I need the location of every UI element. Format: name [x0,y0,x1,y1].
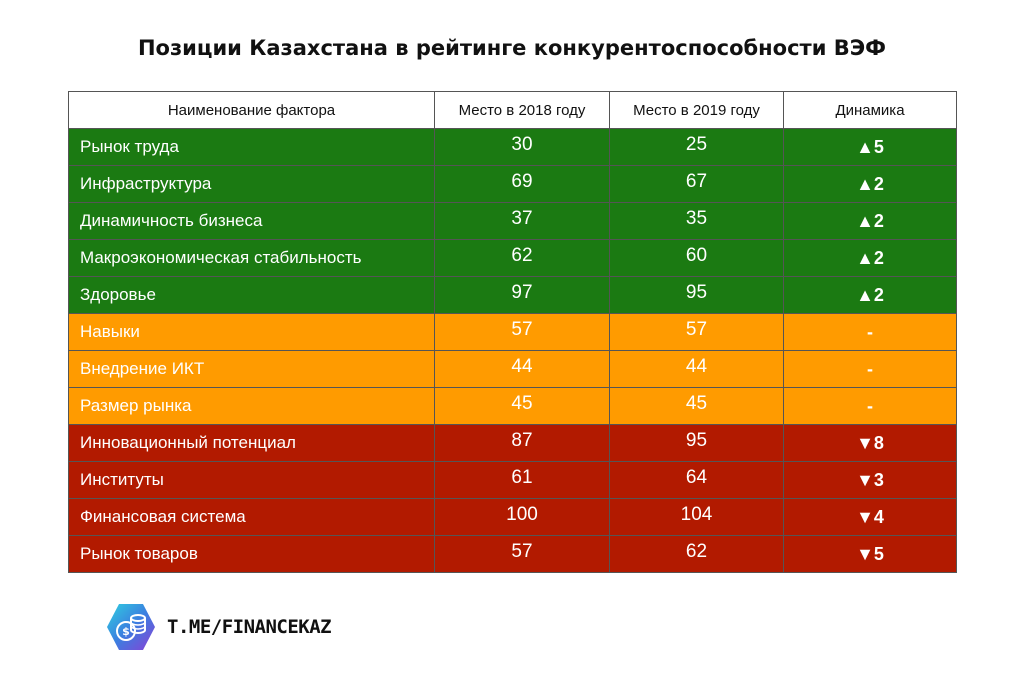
svg-text:$: $ [122,625,130,638]
rank-2019-cell: 44 [609,350,784,388]
rank-2018-cell: 57 [434,313,610,351]
rank-2019-cell: 60 [609,239,784,277]
rank-2018-cell: 87 [434,424,610,462]
dynamics-cell: ▲5 [783,128,957,166]
rank-2019-cell: 95 [609,276,784,314]
table-row: Рынок товаров 57 62 ▼5 [68,535,957,573]
dynamics-cell: ▼4 [783,498,957,536]
dynamics-cell: - [783,387,957,425]
ranking-table: Наименование фактора Место в 2018 году М… [68,91,957,573]
table-row: Здоровье 97 95 ▲2 [68,276,957,314]
rank-2019-cell: 95 [609,424,784,462]
factor-cell: Размер рынка [68,387,435,425]
factor-cell: Рынок товаров [68,535,435,573]
factor-cell: Рынок труда [68,128,435,166]
factor-cell: Внедрение ИКТ [68,350,435,388]
coins-hexagon-icon: $ [107,604,155,650]
rank-2018-cell: 45 [434,387,610,425]
rank-2018-cell: 61 [434,461,610,499]
factor-cell: Макроэкономическая стабильность [68,239,435,277]
footer-link-text: T.ME/FINANCEKAZ [167,616,332,638]
table-row: Инновационный потенциал 87 95 ▼8 [68,424,957,462]
dynamics-cell: ▲2 [783,165,957,203]
factor-cell: Инновационный потенциал [68,424,435,462]
factor-cell: Здоровье [68,276,435,314]
factor-cell: Институты [68,461,435,499]
factor-cell: Навыки [68,313,435,351]
rank-2018-cell: 97 [434,276,610,314]
rank-2018-cell: 30 [434,128,610,166]
table-row: Макроэкономическая стабильность 62 60 ▲2 [68,239,957,277]
rank-2019-cell: 64 [609,461,784,499]
column-header-2018: Место в 2018 году [434,91,610,129]
rank-2018-cell: 69 [434,165,610,203]
table-row: Институты 61 64 ▼3 [68,461,957,499]
dynamics-cell: - [783,350,957,388]
dynamics-cell: - [783,313,957,351]
rank-2018-cell: 37 [434,202,610,240]
dynamics-cell: ▲2 [783,202,957,240]
chart-title: Позиции Казахстана в рейтинге конкуренто… [137,36,887,60]
rank-2018-cell: 57 [434,535,610,573]
rank-2018-cell: 44 [434,350,610,388]
table-row: Размер рынка 45 45- [68,387,957,425]
rank-2019-cell: 67 [609,165,784,203]
rank-2019-cell: 25 [609,128,784,166]
table-row: Финансовая система 100 104 ▼4 [68,498,957,536]
dynamics-cell: ▼8 [783,424,957,462]
table-body: Рынок труда 30 25 ▲5 Инфраструктура 69 67 ▲2 Дин… [68,128,957,573]
table-header-row: Наименование фактора Место в 2018 году М… [68,91,957,129]
dynamics-cell: ▲2 [783,276,957,314]
table-row: Динамичность бизнеса 37 35 ▲2 [68,202,957,240]
rank-2019-cell: 104 [609,498,784,536]
column-header-2019: Место в 2019 году [609,91,784,129]
rank-2018-cell: 100 [434,498,610,536]
factor-cell: Инфраструктура [68,165,435,203]
footer-brand: $ T.ME/FINANCEKAZ [105,601,332,653]
rank-2019-cell: 35 [609,202,784,240]
factor-cell: Динамичность бизнеса [68,202,435,240]
factor-cell: Финансовая система [68,498,435,536]
rank-2019-cell: 57 [609,313,784,351]
column-header-dynamics: Динамика [783,91,957,129]
table-row: Инфраструктура 69 67 ▲2 [68,165,957,203]
dynamics-cell: ▲2 [783,239,957,277]
table-row: Рынок труда 30 25 ▲5 [68,128,957,166]
column-header-factor: Наименование фактора [68,91,435,129]
rank-2019-cell: 45 [609,387,784,425]
table-row: Внедрение ИКТ 44 44- [68,350,957,388]
rank-2019-cell: 62 [609,535,784,573]
rank-2018-cell: 62 [434,239,610,277]
dynamics-cell: ▼3 [783,461,957,499]
table-row: Навыки 57 57- [68,313,957,351]
dynamics-cell: ▼5 [783,535,957,573]
